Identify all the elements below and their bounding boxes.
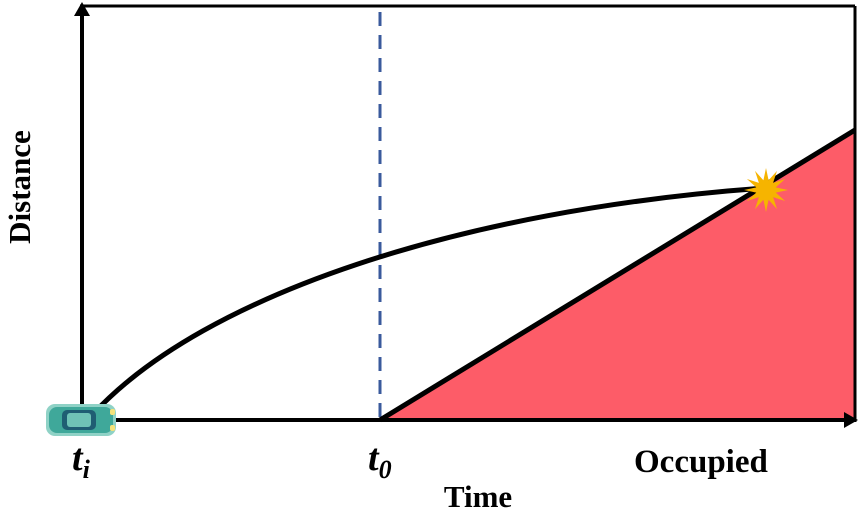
ti-label: ti [72, 437, 91, 484]
x-axis-arrow [844, 412, 858, 428]
occupied-label: Occupied [634, 444, 768, 480]
vehicle-trajectory-curve [93, 185, 766, 414]
x-axis-label: Time [444, 479, 512, 513]
car-icon [46, 404, 116, 436]
y-axis-label: Distance [2, 130, 37, 244]
collision-burst-icon [744, 168, 788, 212]
t0-label: t0 [368, 437, 392, 484]
ti-label-base: t [72, 437, 84, 479]
y-axis-arrow [74, 2, 90, 16]
t0-label-sub: 0 [379, 455, 392, 484]
occupied-boundary-line [378, 127, 857, 423]
t0-label-base: t [368, 437, 380, 479]
ti-label-sub: i [83, 455, 91, 484]
